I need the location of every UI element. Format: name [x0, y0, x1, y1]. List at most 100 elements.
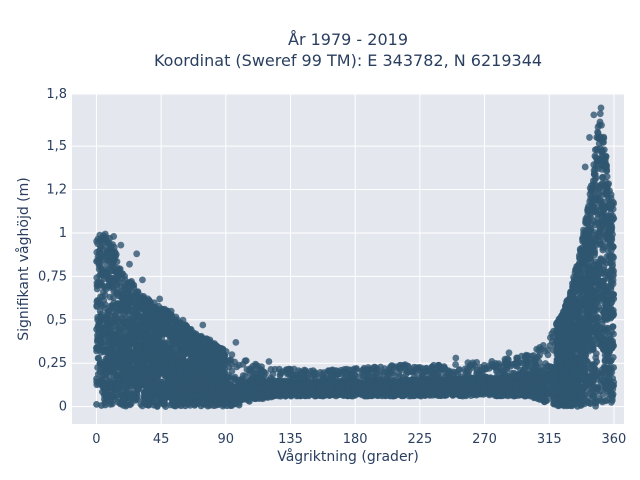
data-point	[134, 288, 142, 296]
data-point	[160, 319, 168, 326]
data-point	[98, 266, 106, 274]
data-point	[133, 328, 141, 336]
data-point	[438, 366, 446, 373]
data-point	[602, 178, 610, 186]
data-point	[588, 220, 596, 227]
data-point	[96, 368, 104, 376]
data-point	[396, 365, 404, 372]
data-point	[583, 213, 591, 221]
data-point	[607, 209, 615, 217]
data-point	[116, 271, 123, 279]
data-point	[373, 369, 381, 377]
data-point	[126, 279, 134, 287]
data-point	[386, 364, 394, 371]
data-point	[145, 314, 153, 322]
data-point	[129, 293, 137, 300]
data-point	[588, 193, 596, 201]
data-point	[597, 226, 605, 234]
data-point	[609, 215, 617, 223]
data-point	[452, 368, 460, 376]
data-point	[329, 372, 337, 379]
data-point	[602, 162, 610, 170]
data-point	[233, 363, 241, 371]
data-point	[109, 278, 117, 286]
data-point	[430, 361, 438, 369]
data-point	[107, 302, 115, 310]
data-point	[544, 351, 552, 359]
data-point	[591, 146, 599, 154]
data-point	[371, 363, 378, 371]
data-point	[608, 264, 616, 272]
data-point	[557, 315, 565, 323]
data-point	[243, 366, 251, 373]
data-point	[148, 303, 156, 311]
data-point	[255, 370, 263, 377]
data-point	[102, 252, 110, 260]
data-point	[134, 298, 142, 305]
data-point	[295, 367, 302, 375]
data-point	[539, 342, 547, 349]
data-point	[571, 277, 579, 285]
data-point	[573, 295, 580, 303]
data-point	[550, 347, 558, 354]
data-point	[96, 307, 104, 315]
data-point	[414, 364, 422, 372]
data-point	[111, 248, 119, 256]
data-point	[258, 363, 265, 371]
data-point	[228, 351, 236, 359]
data-point	[93, 274, 101, 281]
points-layer	[93, 104, 618, 410]
data-point	[591, 176, 599, 183]
data-point	[591, 170, 599, 178]
data-point	[581, 227, 589, 235]
data-point	[587, 255, 595, 263]
data-point	[430, 369, 437, 377]
data-point	[193, 332, 201, 340]
data-point	[108, 263, 116, 270]
data-point	[206, 349, 214, 356]
data-point	[607, 225, 614, 232]
data-point	[197, 350, 204, 358]
data-point	[557, 332, 564, 340]
data-point	[481, 365, 489, 373]
data-point	[570, 304, 577, 312]
data-point	[111, 330, 119, 338]
data-point	[544, 346, 552, 354]
data-point	[126, 327, 133, 335]
data-point	[214, 345, 222, 353]
data-point	[191, 353, 199, 361]
data-point	[581, 271, 589, 279]
data-point	[129, 318, 137, 326]
data-point	[561, 309, 569, 317]
data-point	[588, 241, 596, 249]
data-point	[184, 340, 192, 348]
data-point	[594, 123, 602, 131]
data-point	[132, 304, 140, 312]
data-point	[597, 136, 605, 144]
data-point	[423, 367, 431, 375]
data-point	[585, 207, 593, 215]
data-point	[203, 356, 211, 364]
data-point	[586, 234, 594, 241]
data-point	[103, 262, 111, 270]
data-point	[461, 365, 469, 373]
data-point	[572, 283, 580, 291]
data-point	[452, 361, 459, 368]
data-point	[594, 157, 602, 165]
data-point	[104, 270, 112, 277]
data-point	[576, 258, 584, 266]
data-point	[152, 332, 160, 340]
data-point	[94, 297, 101, 304]
data-point	[572, 266, 579, 274]
data-point	[98, 281, 105, 289]
data-point	[102, 304, 109, 312]
data-point	[277, 369, 285, 377]
data-point	[177, 324, 185, 331]
data-point	[596, 232, 603, 240]
data-point	[524, 360, 531, 368]
data-point	[596, 110, 604, 118]
data-point	[168, 329, 176, 337]
data-point	[566, 289, 574, 296]
data-point	[607, 247, 615, 254]
data-point	[285, 365, 292, 373]
